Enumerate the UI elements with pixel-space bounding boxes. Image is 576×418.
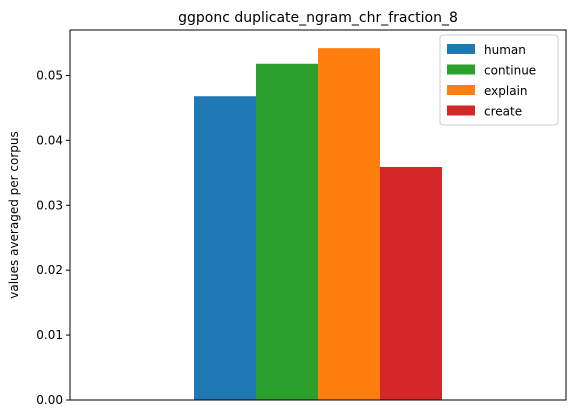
- y-tick-label: 0.02: [36, 263, 63, 277]
- legend-label-human: human: [484, 43, 526, 57]
- y-tick-label: 0.05: [36, 68, 63, 82]
- legend-frame: [439, 34, 559, 126]
- y-tick-label: 0.03: [36, 198, 63, 212]
- legend-label-create: create: [484, 105, 522, 119]
- legend-label-explain: explain: [484, 84, 528, 98]
- legend-swatch-create: [447, 105, 475, 116]
- bars-group: [194, 48, 442, 401]
- y-tick-label: 0.04: [36, 133, 63, 147]
- legend-label-continue: continue: [484, 64, 536, 78]
- plot-frame: [69, 29, 567, 401]
- bar-explain: [318, 48, 380, 400]
- y-tick-label: 0.00: [36, 393, 63, 407]
- legend: human continue explain create: [439, 34, 559, 126]
- y-axis-label: values averaged per corpus: [7, 131, 21, 299]
- legend-swatch-continue: [447, 64, 475, 75]
- legend-swatch-human: [447, 44, 475, 54]
- bar-human: [194, 96, 256, 401]
- y-axis: 0.00 0.01 0.02 0.03 0.04 0.05: [36, 68, 70, 407]
- legend-swatch-explain: [447, 85, 475, 95]
- y-tick-label: 0.01: [36, 328, 63, 342]
- chart-title: ggponc duplicate_ngram_chr_fraction_8: [178, 10, 458, 26]
- bar-continue: [256, 63, 318, 400]
- bar-create: [380, 166, 442, 400]
